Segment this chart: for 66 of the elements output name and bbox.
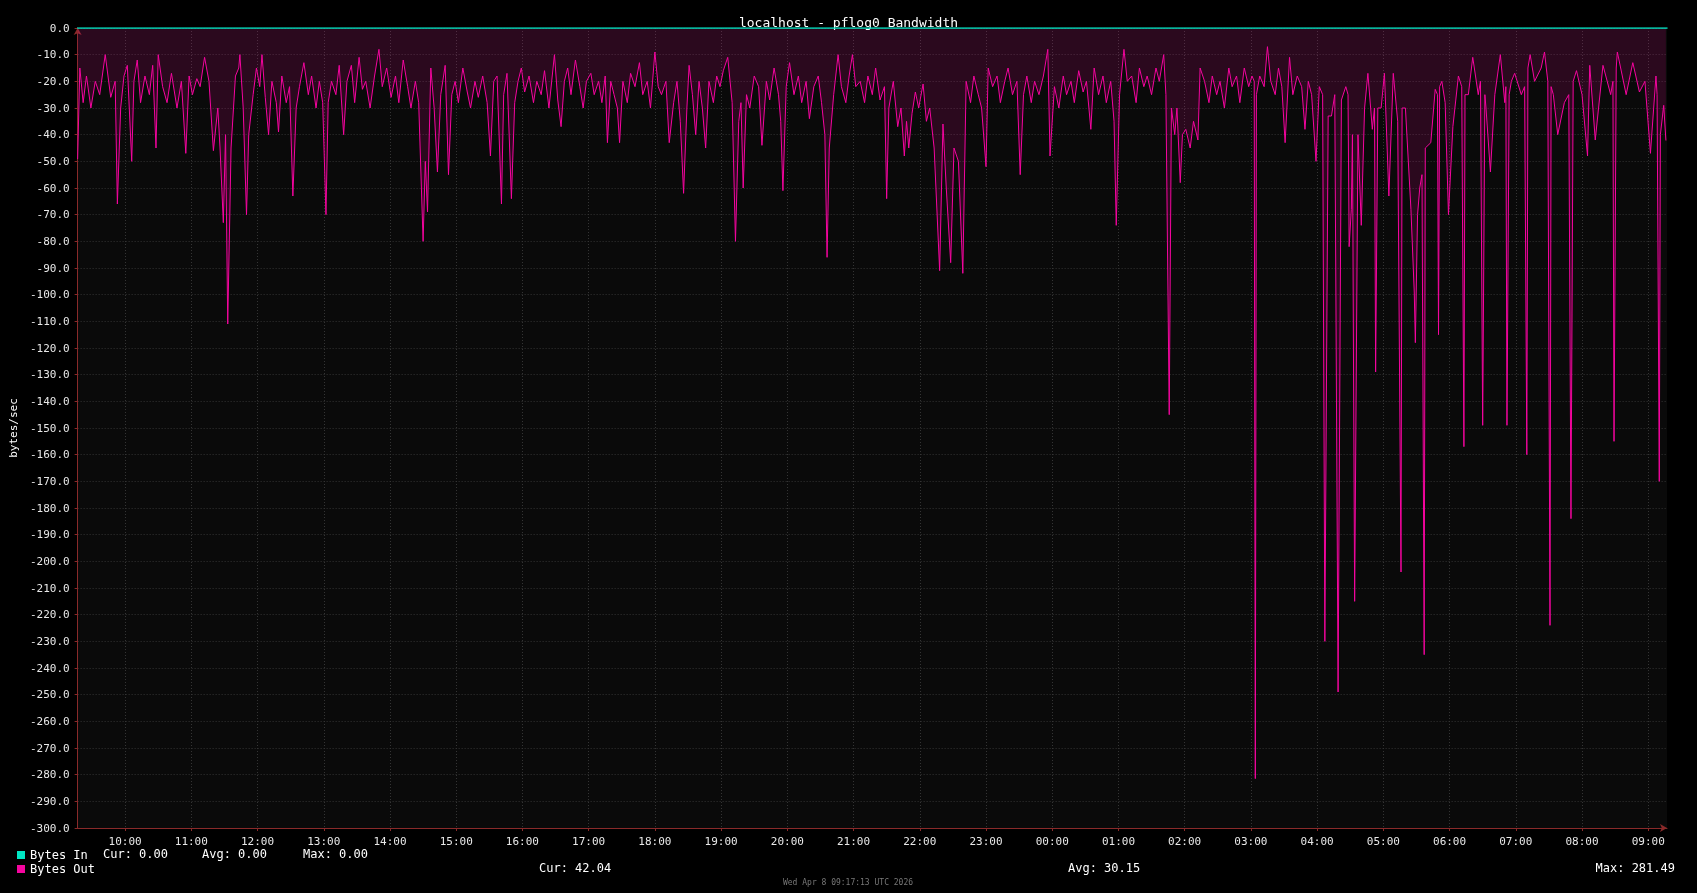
y-tick-label: -300.0 <box>29 821 70 835</box>
y-tick-label: -200.0 <box>29 554 70 568</box>
y-tick-label: -290.0 <box>29 794 70 808</box>
x-tick-label: 22:00 <box>903 835 937 848</box>
y-tick-label: -70.0 <box>36 208 70 222</box>
y-tick-label: -30.0 <box>36 101 70 115</box>
y-tick-label: -270.0 <box>29 741 70 755</box>
text: Max: 0.00 <box>303 847 369 861</box>
text: Max: 281.49 <box>1595 861 1675 875</box>
y-tick-label: -260.0 <box>29 714 70 728</box>
x-tick-label: 02:00 <box>1168 835 1202 848</box>
x-tick-label: 17:00 <box>572 835 606 848</box>
y-tick-label: -130.0 <box>29 368 70 382</box>
text: Cur: 0.00 <box>103 847 169 861</box>
y-tick-label: -240.0 <box>29 661 70 675</box>
y-tick-label: -60.0 <box>36 181 70 195</box>
y-axis-title: bytes/sec <box>7 398 20 458</box>
x-tick-label: 19:00 <box>704 835 738 848</box>
y-tick-label: 0.0 <box>49 21 70 35</box>
y-tick-label: -80.0 <box>36 234 70 248</box>
x-tick-label: 13:00 <box>307 835 341 848</box>
y-tick-label: -220.0 <box>29 608 70 622</box>
x-tick-label: 01:00 <box>1101 835 1136 848</box>
y-tick-label: -150.0 <box>29 421 70 435</box>
x-tick-label: 15:00 <box>439 835 473 848</box>
y-tick-label: -40.0 <box>36 128 70 142</box>
legend-label: Bytes Out <box>30 862 96 876</box>
x-tick-label: 00:00 <box>1035 835 1069 848</box>
y-tick-label: -190.0 <box>29 528 70 542</box>
y-tick-label: -170.0 <box>29 474 70 488</box>
x-tick-label: 23:00 <box>969 835 1003 848</box>
x-tick-label: 07:00 <box>1499 835 1533 848</box>
y-tick-label: -230.0 <box>29 634 70 648</box>
y-tick-label: -140.0 <box>29 394 70 408</box>
x-tick-label: 20:00 <box>770 835 804 848</box>
y-tick-label: -280.0 <box>29 768 70 782</box>
chart-title: localhost - pflog0 Bandwidth <box>738 15 959 30</box>
x-tick-label: 09:00 <box>1631 835 1665 848</box>
y-tick-label: -120.0 <box>29 341 70 355</box>
x-tick-label: 14:00 <box>373 835 407 848</box>
x-tick-label: 10:00 <box>108 835 142 848</box>
x-tick-label: 04:00 <box>1300 835 1334 848</box>
text: Avg: 0.00 <box>202 847 268 861</box>
y-tick-label: -10.0 <box>36 48 70 62</box>
text: Cur: 42.04 <box>539 861 612 875</box>
text: Wed Apr 8 09:17:13 UTC 2026 <box>782 877 914 887</box>
y-tick-label: -20.0 <box>36 74 70 88</box>
text: Avg: 30.15 <box>1068 861 1141 875</box>
x-tick-label: 12:00 <box>240 835 275 848</box>
x-tick-label: 08:00 <box>1565 835 1599 848</box>
x-tick-label: 06:00 <box>1433 835 1467 848</box>
x-tick-label: 18:00 <box>638 835 672 848</box>
y-tick-label: -110.0 <box>29 314 70 328</box>
legend-label: Bytes In <box>30 848 88 862</box>
y-tick-label: -50.0 <box>36 154 70 168</box>
x-tick-label: 03:00 <box>1234 835 1268 848</box>
y-tick-label: -180.0 <box>29 501 70 515</box>
y-tick-label: -90.0 <box>36 261 70 275</box>
y-tick-label: -100.0 <box>29 288 70 302</box>
y-tick-label: -250.0 <box>29 688 70 702</box>
y-tick-label: -160.0 <box>29 448 70 462</box>
y-tick-label: -210.0 <box>29 581 70 595</box>
x-tick-label: 11:00 <box>174 835 208 848</box>
x-tick-label: 16:00 <box>505 835 539 848</box>
x-tick-label: 21:00 <box>836 835 871 848</box>
x-tick-label: 05:00 <box>1366 835 1400 848</box>
